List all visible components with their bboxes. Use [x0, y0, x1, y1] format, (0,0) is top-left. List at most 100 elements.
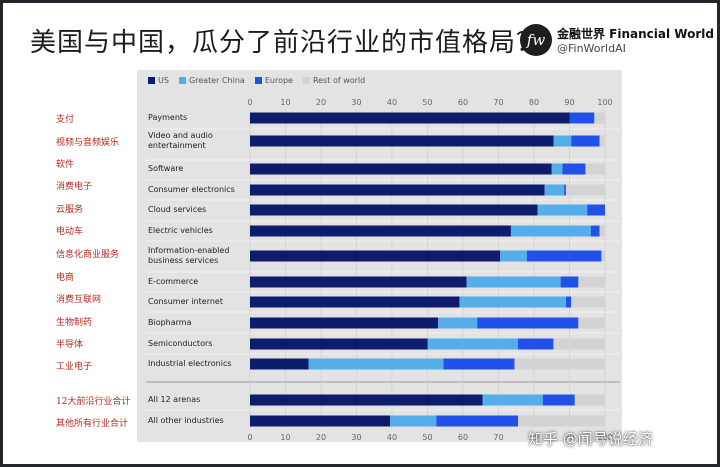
bar-segment-rest-of-world — [518, 415, 605, 427]
bar-segment-greater-china — [537, 204, 588, 216]
bar-segment-greater-china — [466, 276, 561, 288]
bar-segment-greater-china — [551, 163, 563, 175]
watermark: 知乎 @闻号说经济 — [528, 430, 653, 448]
x-tick-label-bottom: 70 — [493, 433, 503, 442]
x-tick-label-bottom: 50 — [422, 433, 432, 442]
x-tick-label-bottom: 80 — [529, 433, 539, 442]
legend-swatch-us — [148, 77, 155, 84]
category-label: Consumer internet — [148, 297, 223, 306]
bar-segment-us — [250, 317, 439, 329]
bar-segment-us — [250, 112, 570, 124]
bar-segment-greater-china — [390, 415, 437, 427]
bar-segment-rest-of-world — [574, 394, 605, 406]
bar-segment-europe — [443, 358, 515, 370]
bar-segment-europe — [587, 204, 605, 216]
legend-item-rest-of-world: Rest of world — [302, 76, 366, 85]
category-label-cn: 半导体 — [56, 340, 84, 350]
legend-item-greater-china: Greater China — [178, 76, 245, 85]
category-label: Industrial electronics — [148, 359, 232, 368]
bar-segment-rest-of-world — [553, 338, 605, 350]
bar-segment-europe — [562, 163, 586, 175]
bar-segment-greater-china — [438, 317, 478, 329]
category-label: Payments — [148, 113, 188, 122]
bar-segment-us — [250, 276, 467, 288]
x-tick-label-top: 10 — [280, 98, 290, 107]
x-tick-label-top: 50 — [422, 98, 432, 107]
bar-segment-greater-china — [459, 296, 566, 308]
bar-segment-greater-china — [544, 184, 565, 196]
legend-swatch-europe — [254, 77, 262, 84]
bar-segment-europe — [565, 296, 572, 308]
bar-segment-rest-of-world — [594, 112, 605, 124]
category-label-cn: 电动车 — [56, 227, 84, 237]
x-tick-label-bottom: 40 — [387, 433, 397, 442]
category-label: All other industries — [148, 416, 224, 425]
x-tick-label-bottom: 100 — [597, 433, 612, 442]
x-tick-label-top: 20 — [316, 98, 326, 107]
bar-segment-europe — [569, 112, 595, 124]
category-label-cn: 消费互联网 — [56, 295, 102, 305]
bar-segment-europe — [560, 276, 579, 288]
bar-segment-us — [250, 415, 391, 427]
bar-segment-europe — [477, 317, 579, 329]
bar-segment-rest-of-world — [514, 358, 605, 370]
x-tick-label-bottom: 30 — [351, 433, 361, 442]
category-label-cn: 12大前沿行业合计 — [56, 397, 131, 407]
bar-segment-us — [250, 394, 483, 406]
category-label-cn: 其他所有行业合计 — [56, 419, 129, 429]
bar-segment-us — [250, 135, 554, 147]
bar-segment-greater-china — [553, 135, 572, 147]
x-tick-label-bottom: 0 — [247, 433, 252, 442]
category-label: Electric vehicles — [148, 226, 213, 235]
bar-segment-greater-china — [482, 394, 543, 406]
bar-segment-rest-of-world — [599, 135, 605, 147]
category-label: All 12 arenas — [148, 395, 201, 404]
x-tick-label-top: 100 — [597, 98, 612, 107]
x-tick-label-bottom: 10 — [280, 433, 290, 442]
legend-swatch-greater-china — [178, 77, 186, 84]
bar-segment-europe — [542, 394, 575, 406]
bar-segment-rest-of-world — [599, 225, 605, 237]
x-tick-label-top: 60 — [458, 98, 468, 107]
bar-segment-us — [250, 250, 501, 262]
bar-segment-us — [250, 204, 538, 216]
category-label: E-commerce — [148, 277, 199, 286]
x-tick-label-top: 70 — [493, 98, 503, 107]
legend-label-us: US — [158, 76, 169, 85]
bar-segment-greater-china — [500, 250, 527, 262]
bar-segment-us — [250, 184, 545, 196]
legend-item-us: US — [148, 76, 169, 85]
category-label: Video and audio entertainment — [148, 131, 213, 150]
category-label-cn: 视频与音频娱乐 — [56, 138, 120, 148]
brand-logo: fw — [520, 24, 552, 56]
category-label: Information-enabled business services — [148, 246, 230, 265]
bar-segment-rest-of-world — [601, 250, 605, 262]
category-label-cn: 信息化商业服务 — [56, 250, 120, 260]
category-label-cn: 软件 — [56, 160, 75, 170]
bar-segment-us — [250, 163, 552, 175]
legend-item-europe: Europe — [254, 76, 293, 85]
bar-segment-europe — [564, 184, 566, 196]
x-tick-label-bottom: 90 — [564, 433, 574, 442]
x-tick-label-top: 30 — [351, 98, 361, 107]
category-label-cn: 工业电子 — [56, 362, 93, 372]
legend-label-greater-china: Greater China — [188, 76, 245, 85]
category-label: Consumer electronics — [148, 185, 235, 194]
bar-segment-rest-of-world — [565, 184, 605, 196]
bar-segment-us — [250, 358, 309, 370]
bar-segment-rest-of-world — [571, 296, 605, 308]
bar-segment-us — [250, 338, 428, 350]
bar-segment-rest-of-world — [585, 163, 605, 175]
legend-label-rest-of-world: Rest of world — [312, 76, 366, 85]
brand-name: 金融世界 Financial World — [557, 27, 714, 41]
category-label-cn: 电商 — [56, 273, 75, 283]
bar-segment-rest-of-world — [578, 276, 605, 288]
bar-segment-europe — [518, 338, 554, 350]
bar-segment-europe — [571, 135, 600, 147]
x-tick-label-top: 80 — [529, 98, 539, 107]
category-label: Semiconductors — [148, 339, 213, 348]
x-tick-label-top: 90 — [564, 98, 574, 107]
category-label-cn: 云服务 — [56, 205, 84, 215]
bar-segment-europe — [526, 250, 602, 262]
